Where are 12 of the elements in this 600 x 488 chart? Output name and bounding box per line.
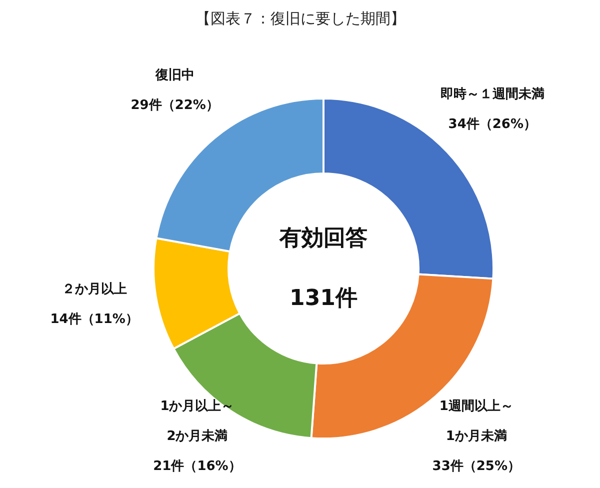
slice-label: 1週間以上～ 1か月未満 bbox=[439, 399, 514, 444]
data-label: 34件（26%） bbox=[448, 116, 537, 132]
text: 有効回答 bbox=[278, 226, 368, 251]
slice-label: 復旧中 bbox=[154, 68, 194, 83]
slice-label: 即時～１週間未満 bbox=[440, 86, 544, 102]
data-label: 14件（11%） bbox=[50, 312, 138, 328]
slice-label: ２か月以上 bbox=[62, 282, 127, 298]
data-label: 21件（16%） bbox=[153, 459, 242, 474]
data-label: 29件（22%） bbox=[130, 98, 219, 113]
data-label: 33件（25%） bbox=[432, 459, 520, 474]
text: 131件 bbox=[290, 286, 358, 311]
chart-title: 【図表７：復旧に要した期間】 bbox=[196, 10, 406, 28]
